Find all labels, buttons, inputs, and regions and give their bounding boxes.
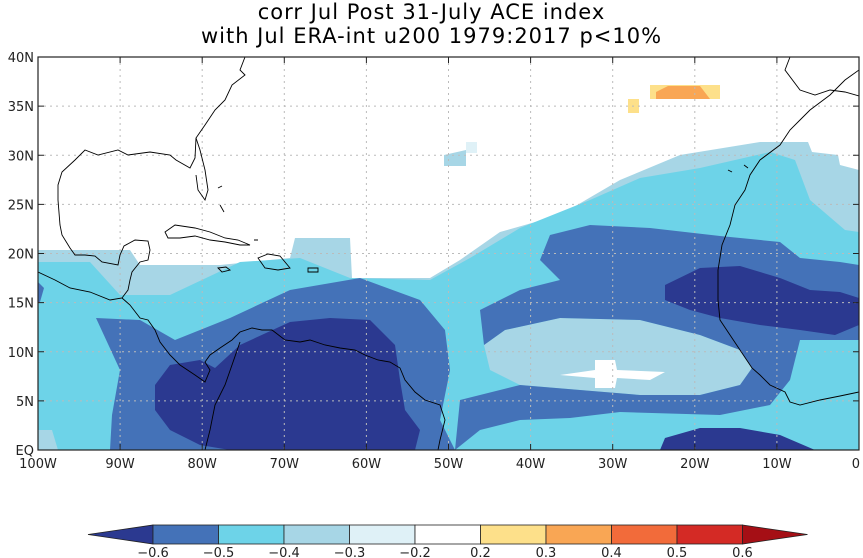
lat-tick-label: 40N (8, 51, 34, 66)
region-darkblue-west (155, 318, 420, 450)
lon-tick-label: 0 (852, 457, 860, 472)
lat-tick-label: 5N (16, 395, 34, 410)
coast-south-america-west (204, 341, 241, 450)
lon-tick-label: 40W (516, 457, 546, 472)
colorbar-arrow-low (87, 524, 154, 545)
graticule (38, 57, 859, 450)
colorbar-label: 0.6 (732, 546, 753, 558)
coast-north-america (38, 57, 246, 301)
chart-title-line2: with Jul ERA-int u200 1979:2017 p<10% (200, 24, 663, 48)
colorbar-labels: −0.6 −0.5 −0.4 −0.3 −0.2 0.2 0.3 0.4 0.5 0.6 (137, 546, 753, 558)
lon-tick-label: 20W (680, 457, 710, 472)
lon-tick-label: 80W (187, 457, 217, 472)
colorbar-swatch (283, 524, 350, 545)
colorbar-swatch (152, 524, 219, 545)
lon-tick-label: 50W (434, 457, 464, 472)
region-white-patch (560, 360, 665, 388)
coast-cuba (164, 224, 251, 246)
lat-tick-label: 10N (8, 346, 34, 361)
colorbar-swatch (676, 524, 743, 545)
region-darkblue-east (665, 266, 859, 335)
region-edge-sw (38, 430, 58, 450)
coastlines (38, 57, 859, 450)
coast-florida (195, 137, 209, 202)
colorbar-swatch (611, 524, 678, 545)
colorbar-arrow-high (742, 524, 808, 545)
lon-tick-label: 30W (598, 457, 628, 472)
coast-central-america (121, 297, 366, 383)
colorbar-label: −0.5 (203, 546, 235, 558)
coast-africa (717, 69, 859, 406)
colorbar-swatch (349, 524, 416, 545)
region-edge-nw (38, 282, 44, 302)
lon-tick-label: 70W (270, 457, 300, 472)
axis-ticks (37, 56, 860, 451)
lat-tick-label: 30N (8, 149, 34, 164)
coast-canaries (727, 164, 749, 173)
coast-jamaica (217, 266, 232, 273)
colorbar-swatch (480, 524, 547, 545)
colorbar-label: −0.4 (268, 546, 300, 558)
lon-tick-label: 90W (105, 457, 135, 472)
chart-title-line1: corr Jul Post 31-July ACE index (257, 0, 606, 24)
colorbar (87, 524, 808, 545)
coast-europe (784, 57, 859, 97)
longitude-labels: 100W 90W 80W 70W 60W 50W 40W 30W 20W 10W 0 (19, 457, 860, 472)
coast-south-america (364, 354, 446, 450)
coast-hispaniola (257, 253, 291, 271)
colorbar-label: −0.2 (399, 546, 431, 558)
latitude-labels: EQ 5N 10N 15N 20N 25N 30N 35N 40N (8, 51, 34, 459)
region-darkblue-south (660, 428, 815, 450)
colorbar-label: 0.4 (601, 546, 622, 558)
colorbar-swatch (545, 524, 612, 545)
shading-layer (38, 85, 859, 450)
lon-tick-label: 60W (352, 457, 382, 472)
colorbar-swatch (414, 524, 481, 545)
lat-tick-label: 35N (8, 100, 34, 115)
lat-tick-label: 20N (8, 248, 34, 263)
colorbar-label: −0.6 (137, 546, 169, 558)
colorbar-label: 0.3 (536, 546, 557, 558)
lon-tick-label: 100W (19, 457, 57, 472)
lat-tick-label: EQ (16, 444, 34, 459)
coast-puerto-rico (307, 267, 319, 273)
region-positive-mid (656, 86, 710, 99)
region-small-patch (444, 150, 466, 166)
lat-tick-label: 15N (8, 297, 34, 312)
colorbar-label: 0.2 (470, 546, 491, 558)
colorbar-label: −0.3 (334, 546, 366, 558)
region-pale-blue (484, 318, 752, 395)
colorbar-label: 0.5 (667, 546, 688, 558)
region-small-cell (466, 142, 477, 153)
lat-tick-label: 25N (8, 198, 34, 213)
lon-tick-label: 10W (762, 457, 792, 472)
colorbar-swatch (218, 524, 285, 545)
coast-bahamas (217, 185, 258, 241)
